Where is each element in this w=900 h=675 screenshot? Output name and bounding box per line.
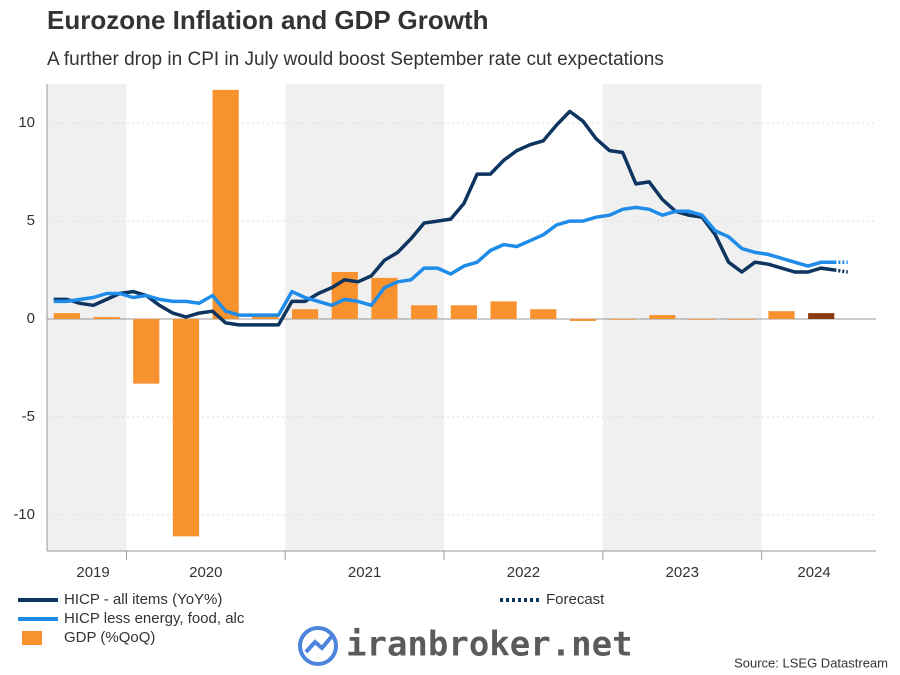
legend-label: HICP less energy, food, alc	[64, 610, 245, 627]
x-tick-label: 2023	[666, 564, 699, 581]
bar	[172, 319, 200, 537]
bar	[93, 317, 120, 319]
y-tick-label: 0	[27, 310, 35, 327]
bar	[649, 315, 676, 319]
y-tick-label: -5	[22, 408, 35, 425]
plot-background	[46, 84, 876, 560]
x-tick-label: 2022	[507, 564, 540, 581]
bar	[53, 313, 80, 319]
bar	[252, 315, 279, 319]
x-tick-label: 2020	[189, 564, 222, 581]
bar	[212, 89, 239, 319]
plot	[53, 89, 848, 537]
bar	[728, 319, 755, 320]
y-tick-label: 10	[18, 114, 35, 131]
bar	[450, 305, 477, 319]
bar	[609, 319, 636, 320]
year-shade	[602, 84, 762, 551]
forecast-line	[834, 268, 848, 274]
x-tick-label: 2021	[348, 564, 381, 581]
y-tick-label: -10	[13, 506, 35, 523]
chart-subtitle: A further drop in CPI in July would boos…	[47, 49, 664, 70]
watermark-icon	[298, 626, 338, 666]
source: Source: LSEG Datastream	[734, 655, 888, 670]
bar	[291, 309, 319, 319]
legend-label: GDP (%QoQ)	[64, 629, 155, 646]
x-tick-label: 2024	[797, 564, 830, 581]
bar	[530, 309, 557, 319]
chart-title: Eurozone Inflation and GDP Growth	[47, 5, 489, 35]
bar	[490, 301, 517, 319]
bar	[688, 319, 716, 320]
legend-label: HICP - all items (YoY%)	[64, 591, 222, 608]
bar	[133, 319, 160, 384]
watermark: iranbroker.net	[346, 625, 633, 665]
line	[53, 205, 835, 317]
y-tick-label: 5	[27, 212, 35, 229]
legend-swatch	[22, 631, 42, 645]
legend-label: Forecast	[546, 591, 605, 608]
x-tick-label: 2019	[76, 564, 109, 581]
bar	[808, 313, 835, 319]
bar	[768, 311, 795, 319]
bar	[411, 305, 438, 319]
bar	[569, 319, 597, 321]
